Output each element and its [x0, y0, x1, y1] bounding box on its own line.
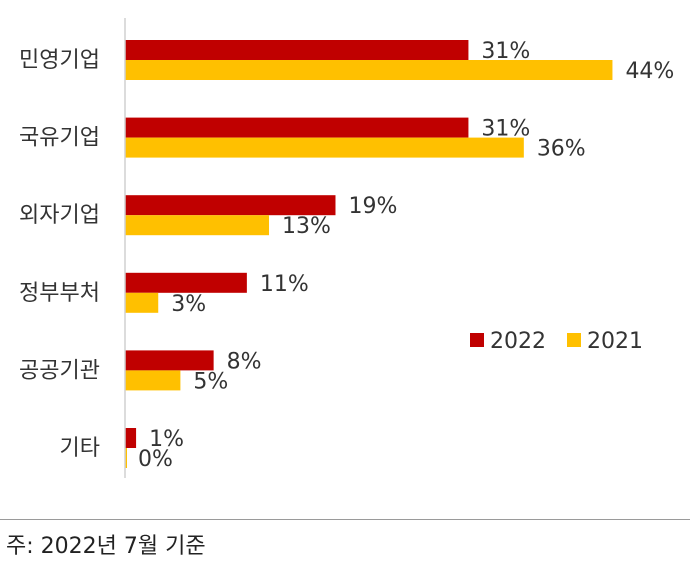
bar-2022 — [125, 195, 336, 216]
bar-2022 — [125, 40, 469, 60]
bar-chart: 31% 44% 31% 36% 19% 13% 11% 3% 8%5% 1%0% 민영기업국유기업… — [19, 18, 674, 478]
data-label-2022: 19% — [348, 194, 397, 219]
legend-swatch-2022 — [470, 333, 484, 347]
data-label-2021: 44% — [625, 59, 674, 84]
bar-2022 — [125, 117, 469, 138]
legend: 2022 2021 — [470, 329, 643, 354]
data-label-2021: 5% — [193, 369, 228, 394]
category-label: 정부부처 — [19, 281, 100, 306]
footnote-divider — [0, 519, 690, 520]
category-label: 공공기관 — [19, 358, 100, 383]
legend-label-2022: 2022 — [490, 329, 546, 354]
data-label-2022: 31% — [481, 39, 530, 64]
footnote: 주: 2022년 7월 기준 — [6, 534, 206, 559]
data-label-2022: 8% — [227, 349, 262, 374]
bar-2022 — [125, 350, 214, 371]
data-label-2021: 13% — [282, 214, 331, 239]
data-label-2021: 36% — [537, 137, 586, 162]
bar-2021 — [125, 370, 181, 391]
bar-2022 — [125, 272, 247, 293]
data-label-2022: 11% — [260, 272, 309, 297]
bar-2021 — [125, 60, 613, 80]
bar-2021 — [125, 292, 159, 313]
bar-2021 — [125, 448, 127, 468]
data-label-2021: 0% — [138, 447, 173, 472]
bar-2021 — [125, 137, 524, 158]
category-label: 국유기업 — [19, 126, 100, 151]
bar-2022 — [125, 428, 137, 448]
legend-swatch-2021 — [567, 333, 581, 347]
bar-2021 — [125, 215, 270, 236]
category-label: 민영기업 — [19, 48, 100, 73]
data-label-2021: 3% — [171, 292, 206, 317]
category-label: 기타 — [60, 436, 100, 461]
data-label-2022: 1% — [149, 427, 184, 452]
data-label-2022: 31% — [481, 117, 530, 142]
category-label: 외자기업 — [19, 203, 100, 228]
bars-group — [125, 40, 613, 468]
value-labels-group: 31% 44% 31% 36% 19% 13% 11% 3% 8%5% 1%0% — [138, 39, 674, 472]
legend-label-2021: 2021 — [587, 329, 643, 354]
